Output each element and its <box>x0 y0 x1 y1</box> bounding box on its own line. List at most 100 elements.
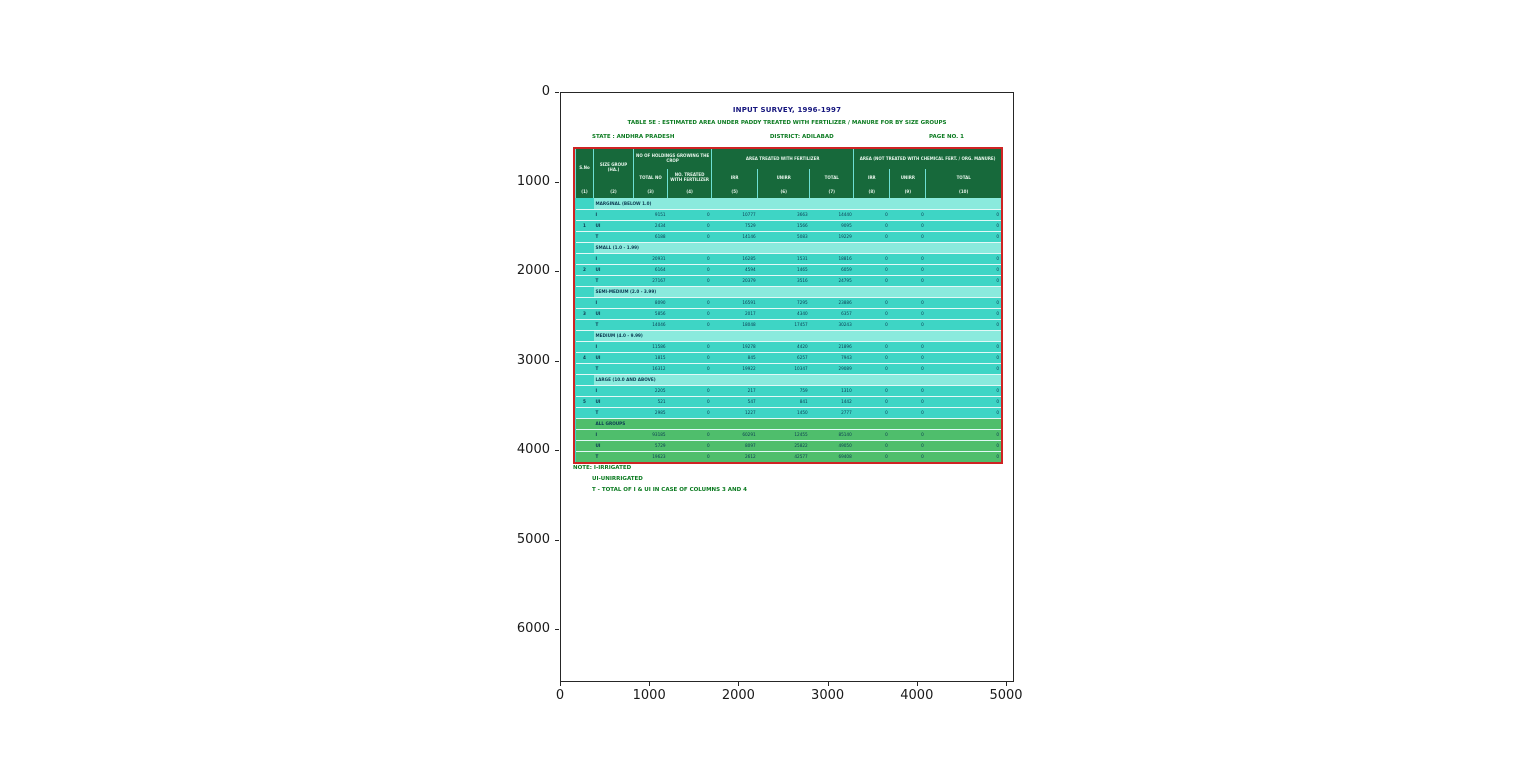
sno-cell: 5 <box>575 396 594 408</box>
y-tick-label: 2000 <box>516 263 550 278</box>
table-row: T 6188 0 14146 5083 19229 0 0 0 <box>575 231 1001 243</box>
table-row: I 2205 0 217 759 1310 0 0 0 <box>575 385 1001 397</box>
section-header-row: MARGINAL (BELOW 1.0) <box>575 198 1001 210</box>
table-row: 1 UI 2434 0 7529 1566 9095 0 0 0 <box>575 220 1001 232</box>
sno-cell <box>575 407 594 419</box>
section-header-row: SEMI-MEDIUM (2.0 - 3.99) <box>575 286 1001 298</box>
value-cell: 0 <box>889 385 926 397</box>
header-size-group: SIZE GROUP (HA.) <box>593 149 634 187</box>
value-cell: 0 <box>925 253 1001 265</box>
value-cell: 0 <box>853 363 890 375</box>
value-cell: 0 <box>889 407 926 419</box>
header-row-groups: S.No SIZE GROUP (HA.) NO OF HOLDINGS GROWI… <box>575 149 1001 187</box>
survey-table: S.No SIZE GROUP (HA.) NO OF HOLDINGS GROWI… <box>573 147 1003 464</box>
value-cell: 7295 <box>757 297 810 309</box>
row-type-label: UI <box>593 308 634 320</box>
value-cell: 0 <box>667 264 712 276</box>
value-cell: 0 <box>889 440 926 452</box>
header-sub-1-2: NO. TREATED WITH FERTILIZER <box>667 169 712 187</box>
value-cell: 0 <box>667 275 712 287</box>
value-cell: 42577 <box>757 451 810 462</box>
value-cell: 0 <box>853 275 890 287</box>
value-cell: 9151 <box>633 209 668 221</box>
value-cell: 759 <box>757 385 810 397</box>
x-tick-label: 2000 <box>721 688 755 703</box>
y-tick-label: 4000 <box>516 442 550 457</box>
sno-cell <box>575 363 594 375</box>
value-cell: 1465 <box>757 264 810 276</box>
value-cell: 0 <box>889 352 926 364</box>
row-type-label: T <box>593 363 634 375</box>
value-cell: 1531 <box>757 253 810 265</box>
district-label: DISTRICT: ADILABAD <box>769 134 834 140</box>
value-cell: 8090 <box>633 297 668 309</box>
row-type-label: I <box>593 253 634 265</box>
value-cell: 0 <box>925 209 1001 221</box>
value-cell: 0 <box>889 429 926 441</box>
y-tick-label: 1000 <box>516 173 550 189</box>
plot-area: INPUT SURVEY, 1996-1997 TABLE 5E : ESTIM… <box>560 92 1014 682</box>
x-tick-label: 5000 <box>989 688 1023 703</box>
y-tick-mark <box>555 629 559 630</box>
sno-cell: 1 <box>575 220 594 232</box>
value-cell: 0 <box>925 451 1001 462</box>
header-sub-2-2: UNIRR <box>757 169 810 187</box>
table-row: 3 UI 5856 0 2017 4340 6357 0 0 0 <box>575 308 1001 320</box>
section-sno-cell <box>575 418 594 430</box>
value-cell: 7529 <box>711 220 758 232</box>
header-group-2: AREA TREATED WITH FERTILIZER <box>711 149 854 169</box>
row-type-label: I <box>593 297 634 309</box>
table-row: UI 5729 0 8097 25822 49050 0 0 0 <box>575 440 1001 452</box>
value-cell: 0 <box>925 385 1001 397</box>
value-cell: 19278 <box>711 341 758 353</box>
value-cell: 0 <box>853 341 890 353</box>
value-cell: 0 <box>667 297 712 309</box>
value-cell: 0 <box>667 451 712 462</box>
value-cell: 0 <box>667 352 712 364</box>
table-row: I 11586 0 19278 4420 21896 0 0 0 <box>575 341 1001 353</box>
sno-cell <box>575 385 594 397</box>
value-cell: 0 <box>667 231 712 243</box>
section-label: MEDIUM (4.0 - 9.99) <box>593 330 1001 342</box>
value-cell: 29089 <box>809 363 854 375</box>
y-tick-mark <box>555 360 559 362</box>
row-type-label: T <box>593 407 634 419</box>
value-cell: 0 <box>925 363 1001 375</box>
row-type-label: UI <box>593 396 634 408</box>
value-cell: 0 <box>889 253 926 265</box>
value-cell: 0 <box>853 407 890 419</box>
value-cell: 2612 <box>711 451 758 462</box>
value-cell: 3516 <box>757 275 810 287</box>
value-cell: 19922 <box>711 363 758 375</box>
value-cell: 0 <box>925 319 1001 331</box>
value-cell: 1227 <box>711 407 758 419</box>
value-cell: 0 <box>925 352 1001 364</box>
x-tick-label: 0 <box>555 688 565 703</box>
sno-cell <box>575 231 594 243</box>
value-cell: 0 <box>889 231 926 243</box>
value-cell: 3663 <box>757 209 810 221</box>
value-cell: 1566 <box>757 220 810 232</box>
header-group-3: AREA (NOT TREATED WITH CHEMICAL FERT. / … <box>853 149 1001 169</box>
value-cell: 0 <box>667 385 712 397</box>
row-type-label: I <box>593 429 634 441</box>
table-header: S.No SIZE GROUP (HA.) NO OF HOLDINGS GROWI… <box>575 149 1001 198</box>
value-cell: 0 <box>889 297 926 309</box>
value-cell: 0 <box>853 231 890 243</box>
x-tick-mark <box>916 682 918 686</box>
table-row: 5 UI 521 0 547 841 1442 0 0 0 <box>575 396 1001 408</box>
value-cell: 0 <box>853 297 890 309</box>
value-cell: 0 <box>925 341 1001 353</box>
table-row: T 16312 0 19922 10347 29089 0 0 0 <box>575 363 1001 375</box>
value-cell: 20379 <box>711 275 758 287</box>
sno-cell: 2 <box>575 264 594 276</box>
value-cell: 85140 <box>809 429 854 441</box>
note-line-1: NOTE: I-IRRIGATED <box>573 465 632 471</box>
value-cell: 4594 <box>711 264 758 276</box>
header-colnum-8: (8) <box>853 187 890 198</box>
row-type-label: UI <box>593 220 634 232</box>
section-label: LARGE (10.0 AND ABOVE) <box>593 374 1001 386</box>
x-tick-mark <box>827 682 829 686</box>
header-group-1: NO OF HOLDINGS GROWING THE CROP <box>633 149 712 169</box>
value-cell: 49050 <box>809 440 854 452</box>
